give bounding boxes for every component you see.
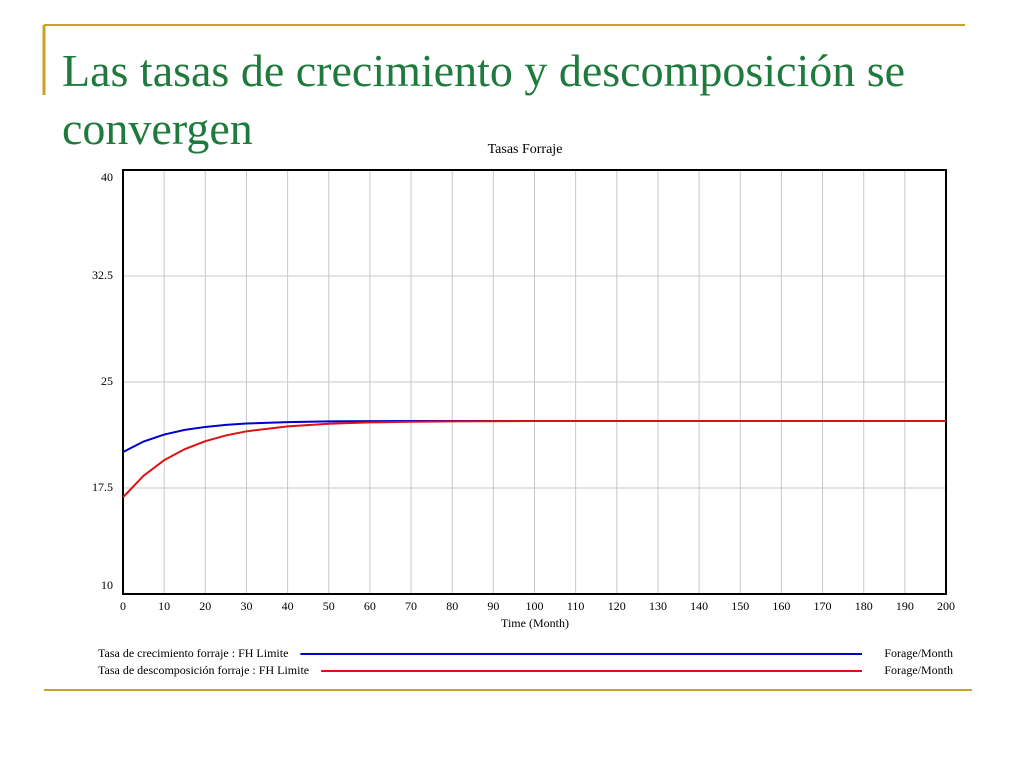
x-tick-label: 120 [608,599,626,613]
plot-frame [122,169,947,595]
x-tick-label: 60 [364,599,376,613]
chart-title: Tasas Forraje [488,142,563,157]
x-tick-label: 200 [937,599,955,613]
slide-title: Las tasas de crecimiento y descomposició… [62,45,906,154]
x-tick-label: 20 [199,599,211,613]
x-tick-label: 70 [405,599,417,613]
x-tick-label: 190 [896,599,914,613]
x-tick-label: 130 [649,599,667,613]
x-tick-label: 110 [567,599,585,613]
x-tick-label: 180 [855,599,873,613]
x-tick-label: 10 [158,599,170,613]
y-tick-label: 40 [101,170,113,184]
x-tick-label: 0 [120,599,126,613]
y-tick-label: 25 [101,374,113,388]
x-tick-label: 30 [240,599,252,613]
x-tick-label: 90 [487,599,499,613]
legend-units: Forage/Month [884,663,953,677]
legend-label: Tasa de descomposición forraje : FH Limi… [98,663,309,677]
x-tick-label: 100 [526,599,544,613]
x-tick-label: 140 [690,599,708,613]
x-tick-label: 160 [772,599,790,613]
x-axis-label: Time (Month) [501,616,569,630]
x-tick-label: 150 [731,599,749,613]
y-tick-label: 32.5 [92,268,113,282]
legend-label: Tasa de crecimiento forraje : FH Limite [98,646,288,660]
x-tick-label: 40 [282,599,294,613]
y-tick-label: 17.5 [92,480,113,494]
legend-units: Forage/Month [884,646,953,660]
x-tick-label: 80 [446,599,458,613]
series-line [122,420,946,499]
x-tick-label: 170 [814,599,832,613]
x-tick-label: 50 [323,599,335,613]
y-tick-label: 10 [101,578,113,592]
